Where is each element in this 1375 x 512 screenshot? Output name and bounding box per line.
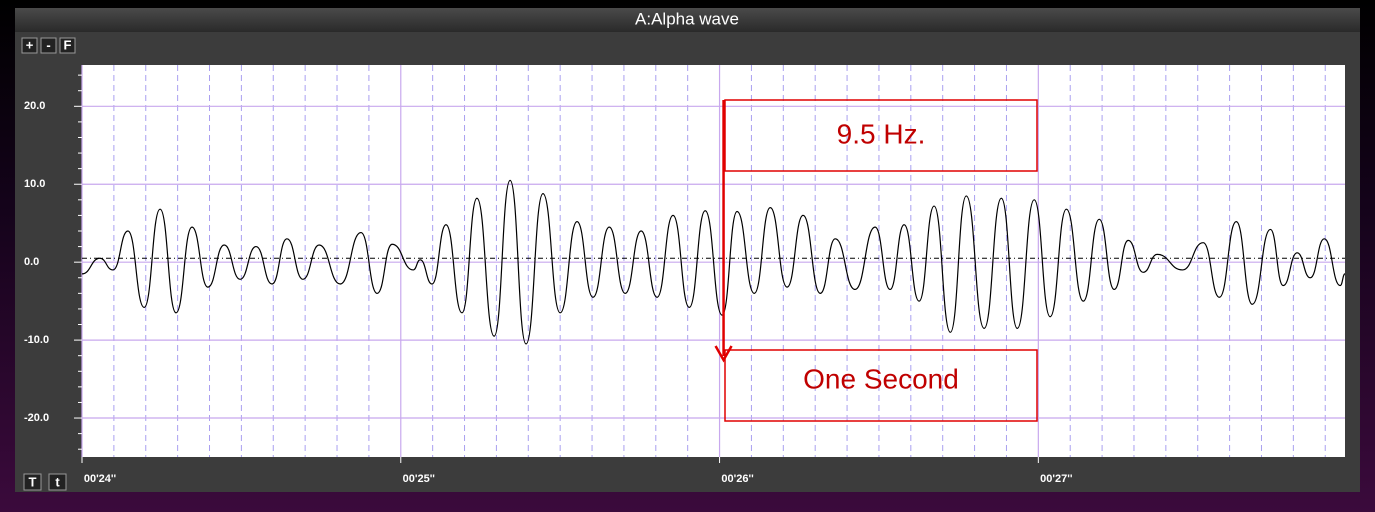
title-bar (15, 8, 1360, 32)
annotation-box (724, 349, 1038, 422)
button-label[interactable]: - (46, 37, 50, 52)
button[interactable] (21, 37, 38, 54)
button-label[interactable]: F (64, 37, 72, 52)
x-tick-label: 00'25'' (403, 473, 436, 485)
x-tick-label: 00'24'' (84, 473, 117, 485)
annotation: One Second (803, 363, 959, 394)
y-tick-label: 0.0 (24, 256, 39, 268)
y-tick-label: 10.0 (24, 178, 45, 190)
button[interactable] (23, 473, 42, 491)
annotation-box (724, 99, 1038, 172)
chart-title: A:Alpha wave (635, 9, 739, 28)
y-tick-label: -10.0 (24, 334, 49, 346)
x-tick-label: 00'27'' (1040, 473, 1073, 485)
waveform (81, 179, 1346, 345)
button-label[interactable]: T (29, 474, 37, 489)
arrow-head (714, 345, 733, 363)
x-tick-label: 00'26'' (721, 473, 754, 485)
annotation: 9.5 Hz. (837, 118, 926, 149)
y-tick-label: 20.0 (24, 100, 45, 112)
button[interactable] (59, 37, 76, 54)
button[interactable] (40, 37, 57, 54)
button-label[interactable]: t (55, 474, 60, 489)
top-controls: + - F (21, 37, 76, 54)
button[interactable] (48, 473, 67, 491)
bottom-controls: T t (23, 473, 67, 491)
y-tick-label: -20.0 (24, 412, 49, 424)
button-label[interactable]: + (26, 37, 34, 52)
